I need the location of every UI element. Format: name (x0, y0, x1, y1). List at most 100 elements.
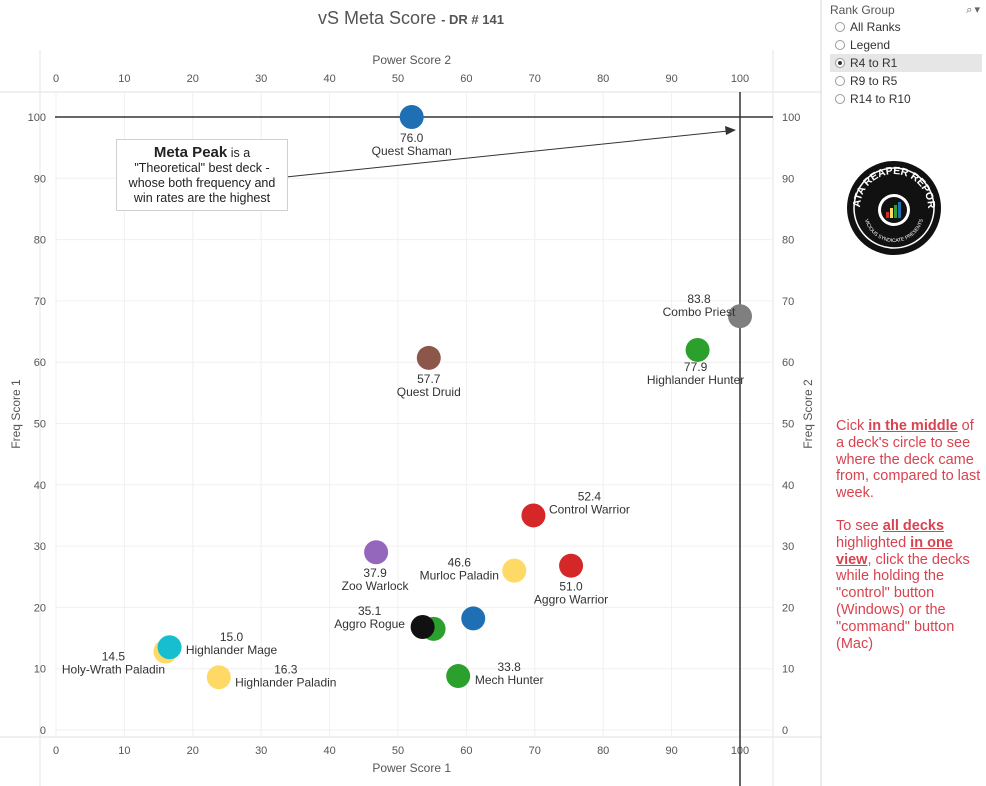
x-tick-label: 20 (187, 745, 199, 757)
deck-point-3[interactable] (416, 345, 441, 370)
rank-option-label: All Ranks (850, 20, 901, 34)
y2-tick-label: 60 (782, 357, 794, 369)
x2-tick-label: 30 (255, 73, 267, 85)
callout-arrow-line (285, 130, 729, 178)
y-tick-label: 60 (34, 357, 46, 369)
deck-name-label: Quest Druid (397, 385, 461, 399)
filter-tools: ⌕▾ (966, 3, 982, 17)
deck-point-7[interactable] (559, 553, 584, 578)
chart-title-sub-wrap: - DR # 141 (441, 12, 504, 27)
deck-score-label: 83.8 (687, 292, 711, 306)
y2-tick-label: 40 (782, 480, 794, 492)
radio-icon[interactable] (835, 40, 845, 50)
deck-name-label: Combo Priest (663, 305, 736, 319)
deck-point-10[interactable] (410, 615, 435, 640)
x2-tick-label: 90 (665, 73, 677, 85)
x-tick-label: 70 (529, 745, 541, 757)
dropdown-icon[interactable]: ▾ (974, 4, 982, 16)
x2-tick-label: 80 (597, 73, 609, 85)
info-p1-post: of a deck's circle to see where the deck… (836, 418, 981, 502)
y2-tick-label: 0 (782, 725, 788, 737)
rank-option-label: Legend (850, 38, 891, 52)
radio-icon[interactable] (835, 94, 845, 104)
deck-point-11[interactable] (446, 664, 471, 689)
info-p2-bold2: in one view (836, 534, 953, 568)
deck-point-2[interactable] (685, 337, 710, 362)
y-tick-label: 100 (28, 112, 46, 124)
info-text: Cick in the middle of a deck's circle to… (836, 418, 982, 668)
deck-score-label: 76.0 (400, 131, 424, 145)
x2-tick-label: 40 (323, 73, 335, 85)
x2-tick-label: 100 (731, 73, 749, 85)
x-tick-label: 30 (255, 745, 267, 757)
deck-point-5[interactable] (364, 540, 389, 565)
radio-icon[interactable] (835, 76, 845, 86)
deck-name-label: Mech Hunter (475, 673, 544, 687)
deck-score-label: 57.7 (417, 372, 441, 386)
info-paragraph-1: Cick in the middle of a deck's circle to… (836, 418, 982, 502)
chart-title: vS Meta Score - DR # 141 (0, 8, 822, 29)
y2-tick-label: 30 (782, 541, 794, 553)
chart-title-sub: DR # 141 (449, 12, 504, 27)
deck-name-label: Aggro Warrior (534, 593, 608, 607)
deck-point-0[interactable] (399, 105, 424, 129)
x2-tick-label: 0 (53, 73, 59, 85)
y-tick-label: 70 (34, 296, 46, 308)
deck-score-label: 37.9 (363, 566, 387, 580)
callout-bold: Meta Peak (153, 144, 228, 161)
deck-point-6[interactable] (502, 558, 527, 583)
search-icon[interactable]: ⌕ (966, 4, 975, 16)
y2-tick-label: 100 (782, 112, 800, 124)
x2-axis-title: Power Score 2 (372, 53, 451, 67)
x2-tick-label: 70 (529, 73, 541, 85)
y-tick-label: 20 (34, 602, 46, 614)
y2-tick-label: 70 (782, 296, 794, 308)
rank-group-header: Rank Group ⌕▾ (830, 2, 982, 18)
deck-name-label: Holy-Wrath Paladin (62, 663, 165, 677)
y-tick-label: 0 (40, 725, 46, 737)
x-axis-title: Power Score 1 (372, 761, 451, 775)
info-p1-bold: in the middle (868, 418, 958, 434)
x2-tick-label: 20 (187, 73, 199, 85)
rank-option-label: R14 to R10 (850, 92, 911, 106)
deck-name-label: Highlander Paladin (235, 675, 336, 689)
rank-option-3[interactable]: R9 to R5 (830, 72, 982, 90)
y2-tick-label: 80 (782, 235, 794, 247)
y2-axis-title: Freq Score 2 (801, 379, 815, 449)
y2-tick-label: 20 (782, 602, 794, 614)
chart-title-main: vS Meta Score (318, 8, 437, 28)
y2-tick-label: 50 (782, 419, 794, 431)
deck-score-label: 77.9 (684, 360, 708, 374)
y-tick-label: 30 (34, 541, 46, 553)
x-tick-label: 90 (665, 745, 677, 757)
deck-point-1[interactable] (728, 304, 752, 329)
deck-point-8[interactable] (461, 606, 486, 631)
rank-option-1[interactable]: Legend (830, 36, 982, 54)
scatter-chart: 0010102020303040405050606070708080909010… (0, 0, 822, 786)
deck-score-label: 51.0 (559, 580, 583, 594)
deck-name-label: Aggro Rogue (334, 617, 405, 631)
deck-point-13[interactable] (157, 635, 182, 660)
rank-option-2[interactable]: R4 to R1 (830, 54, 982, 72)
x-tick-label: 40 (323, 745, 335, 757)
radio-icon[interactable] (835, 22, 845, 32)
y-tick-label: 40 (34, 480, 46, 492)
deck-name-label: Highlander Mage (186, 643, 278, 657)
y-axis-title: Freq Score 1 (9, 379, 23, 449)
deck-score-label: 16.3 (274, 662, 298, 676)
callout-line-1: Meta Peak is a (117, 145, 287, 161)
info-p2-pre: To see (836, 517, 883, 534)
rank-option-4[interactable]: R14 to R10 (830, 90, 982, 108)
rank-options-list: All Ranks Legend R4 to R1 R9 to R5 R14 to R1… (830, 18, 982, 108)
deck-point-14[interactable] (206, 665, 231, 690)
deck-name-label: Murloc Paladin (420, 569, 499, 583)
callout-line-4: win rates are the highest (133, 191, 271, 205)
radio-icon[interactable] (835, 58, 845, 68)
y-tick-label: 10 (34, 664, 46, 676)
info-p1-pre: Cick (836, 418, 869, 434)
deck-point-4[interactable] (521, 503, 546, 528)
x2-tick-label: 60 (460, 73, 472, 85)
deck-score-label: 15.0 (220, 630, 244, 644)
rank-option-0[interactable]: All Ranks (830, 18, 982, 36)
y2-tick-label: 10 (782, 664, 794, 676)
